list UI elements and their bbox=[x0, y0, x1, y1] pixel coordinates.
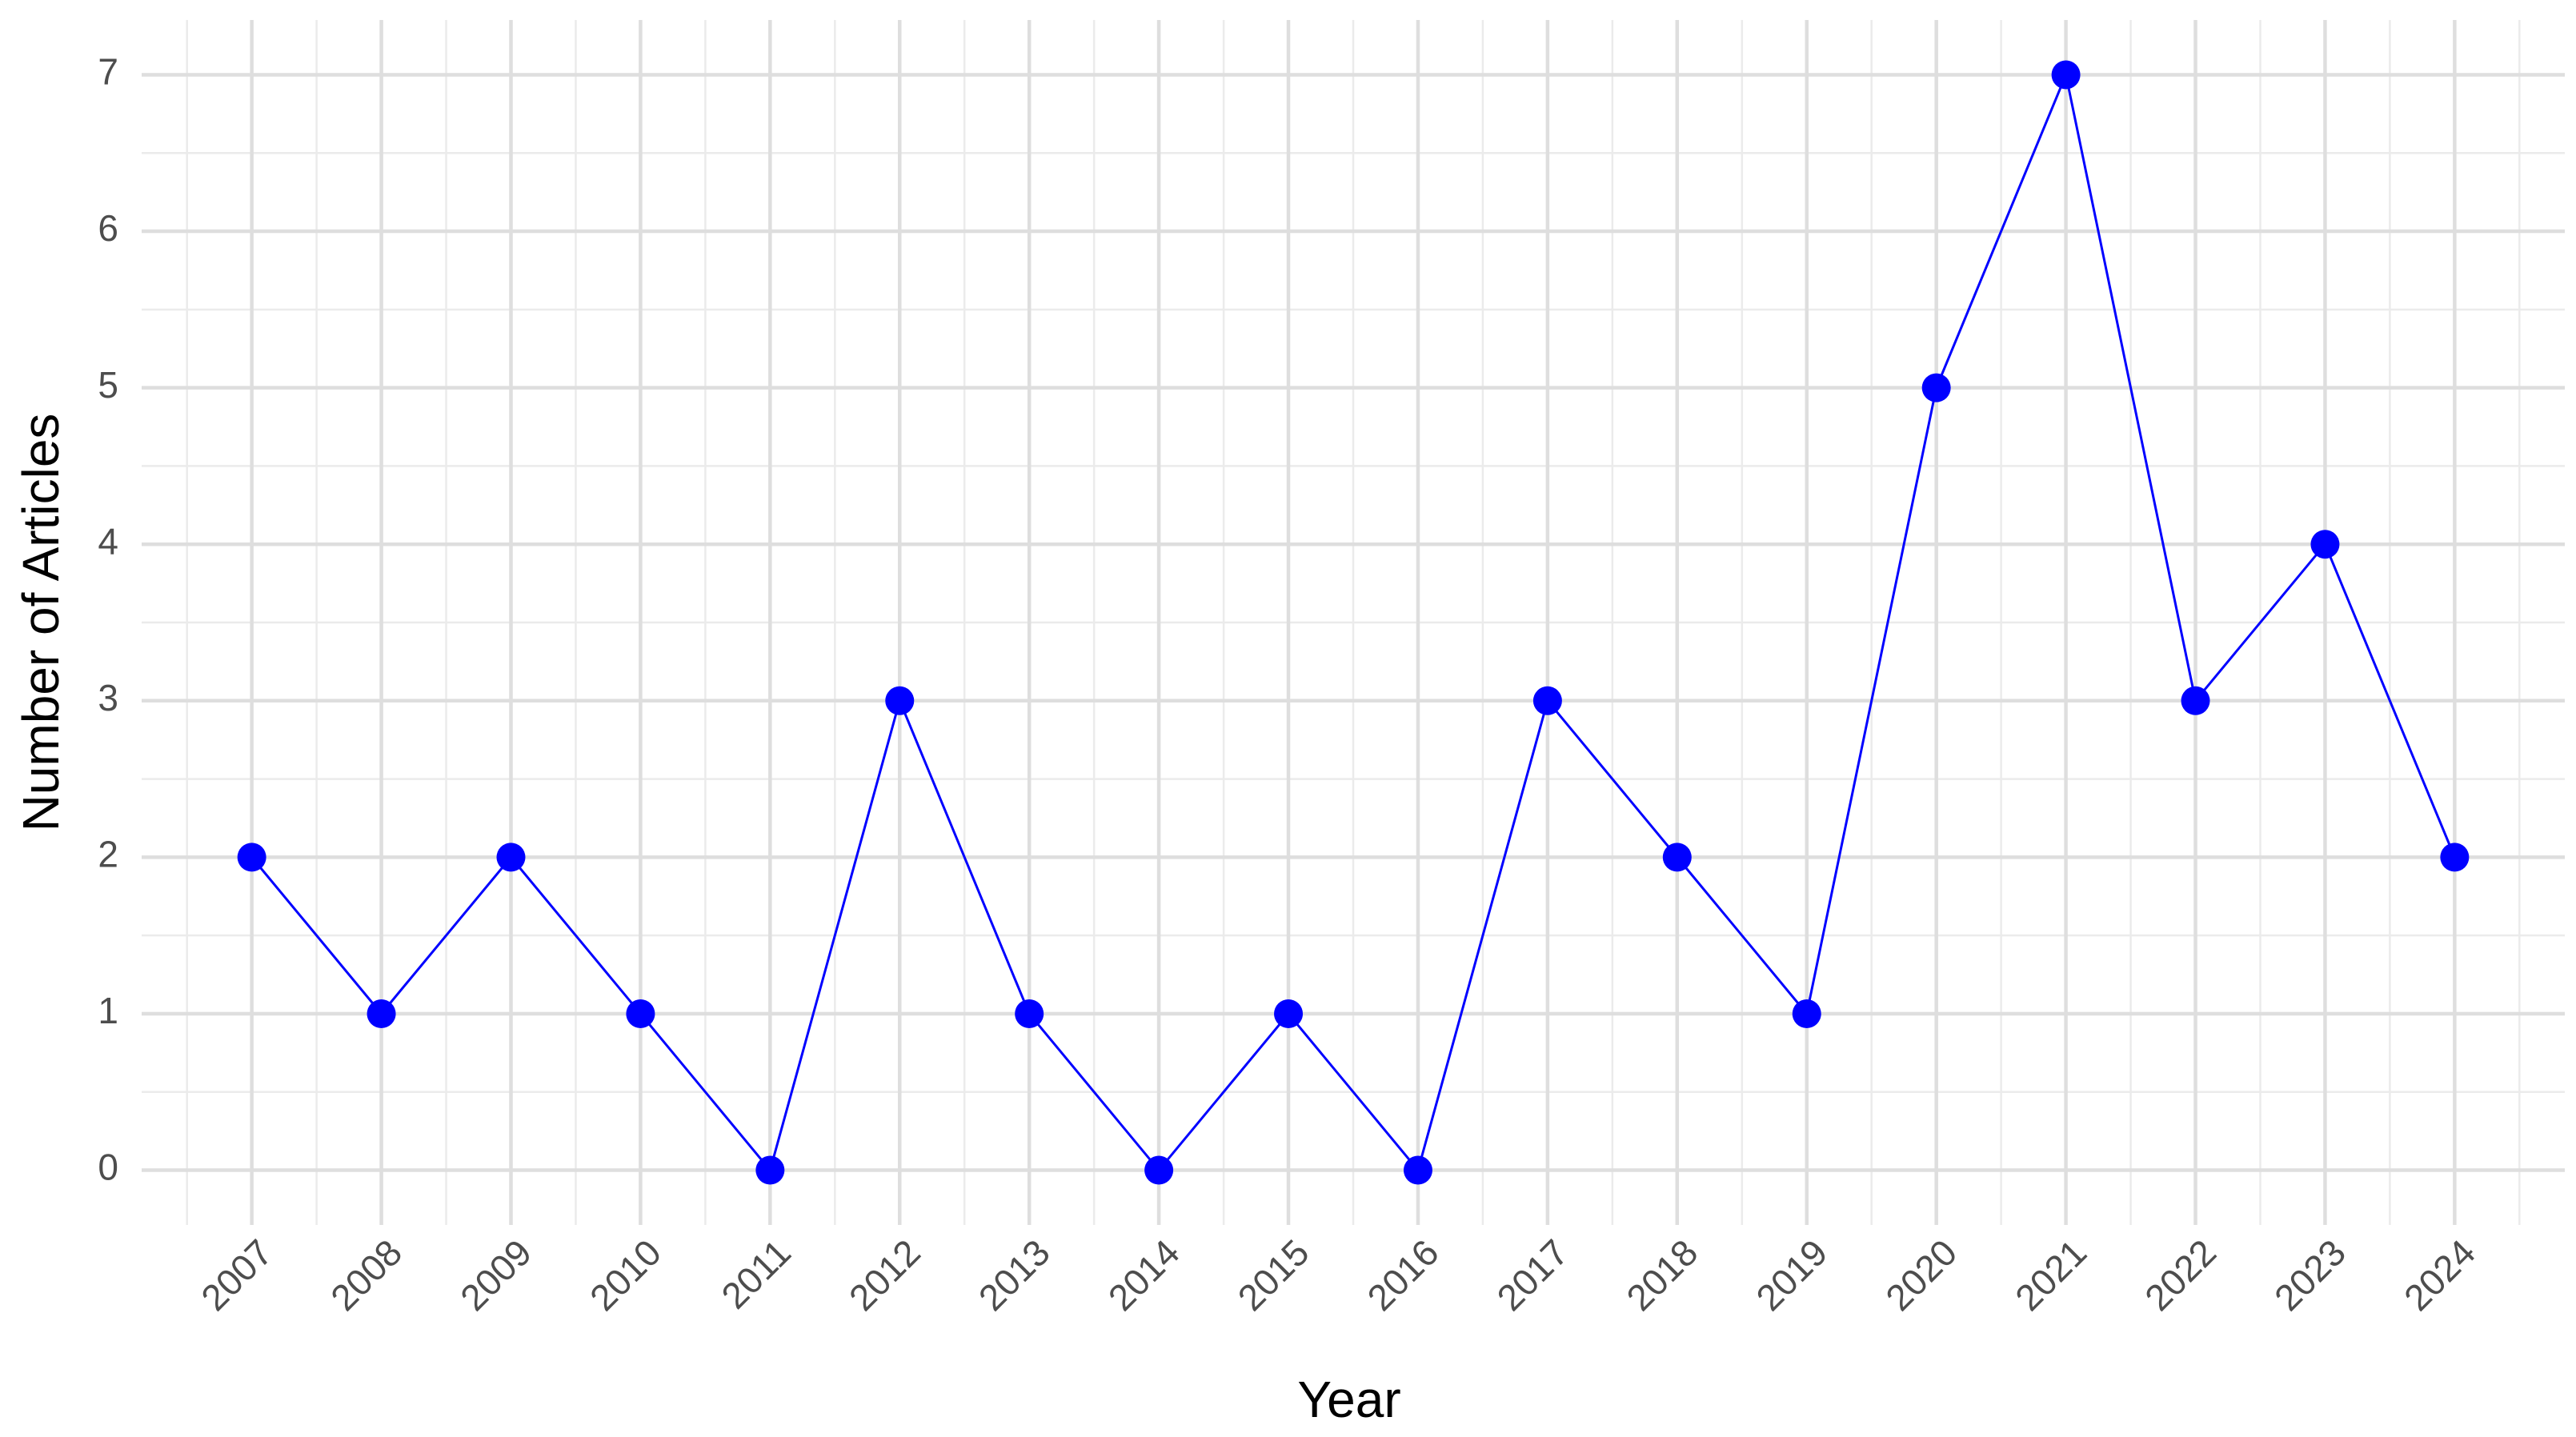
data-point bbox=[885, 686, 915, 715]
x-tick-label: 2018 bbox=[1618, 1231, 1705, 1319]
data-point bbox=[2181, 686, 2210, 715]
data-point bbox=[2051, 60, 2081, 90]
y-tick-label: 4 bbox=[98, 520, 118, 562]
data-point bbox=[2440, 843, 2470, 872]
x-tick-label: 2008 bbox=[323, 1231, 410, 1319]
x-tick-label: 2022 bbox=[2137, 1231, 2224, 1319]
data-point bbox=[367, 999, 396, 1028]
x-tick-label: 2012 bbox=[841, 1231, 928, 1319]
x-tick-label: 2013 bbox=[971, 1231, 1058, 1319]
y-tick-label: 3 bbox=[98, 677, 118, 718]
y-tick-label: 6 bbox=[98, 207, 118, 249]
x-tick-label: 2011 bbox=[713, 1231, 799, 1317]
data-point bbox=[1015, 999, 1044, 1028]
x-axis-title: Year bbox=[1297, 1371, 1400, 1428]
x-tick-label: 2019 bbox=[1748, 1231, 1835, 1319]
x-tick-label: 2017 bbox=[1488, 1231, 1576, 1319]
x-tick-label: 2024 bbox=[2396, 1231, 2483, 1319]
data-point bbox=[1274, 999, 1304, 1028]
y-tick-label: 7 bbox=[98, 51, 118, 93]
data-point bbox=[1792, 999, 1821, 1028]
x-tick-label: 2014 bbox=[1100, 1231, 1188, 1319]
x-tick-label: 2010 bbox=[582, 1231, 669, 1319]
data-point bbox=[1403, 1155, 1432, 1185]
y-axis-title: Number of Articles bbox=[12, 414, 70, 832]
data-point bbox=[1144, 1155, 1174, 1185]
y-tick-label: 0 bbox=[98, 1147, 118, 1188]
x-tick-label: 2009 bbox=[452, 1231, 539, 1319]
data-point bbox=[1662, 843, 1692, 872]
data-point bbox=[237, 843, 266, 872]
x-tick-label: 2016 bbox=[1359, 1231, 1446, 1319]
x-tick-label: 2015 bbox=[1230, 1231, 1317, 1319]
data-point bbox=[1532, 686, 1562, 715]
x-tick-label: 2023 bbox=[2266, 1231, 2354, 1319]
x-tick-label: 2020 bbox=[1877, 1231, 1965, 1319]
data-point bbox=[1921, 373, 1951, 402]
data-point bbox=[2310, 530, 2340, 559]
y-tick-label: 2 bbox=[98, 834, 118, 875]
data-point bbox=[626, 999, 655, 1028]
y-tick-label: 1 bbox=[98, 990, 118, 1031]
data-point bbox=[755, 1155, 785, 1185]
y-tick-label: 5 bbox=[98, 364, 118, 406]
data-point bbox=[496, 843, 526, 872]
x-tick-label: 2007 bbox=[193, 1231, 280, 1319]
x-tick-label: 2021 bbox=[2007, 1231, 2094, 1319]
data-line bbox=[250, 70, 2456, 1173]
